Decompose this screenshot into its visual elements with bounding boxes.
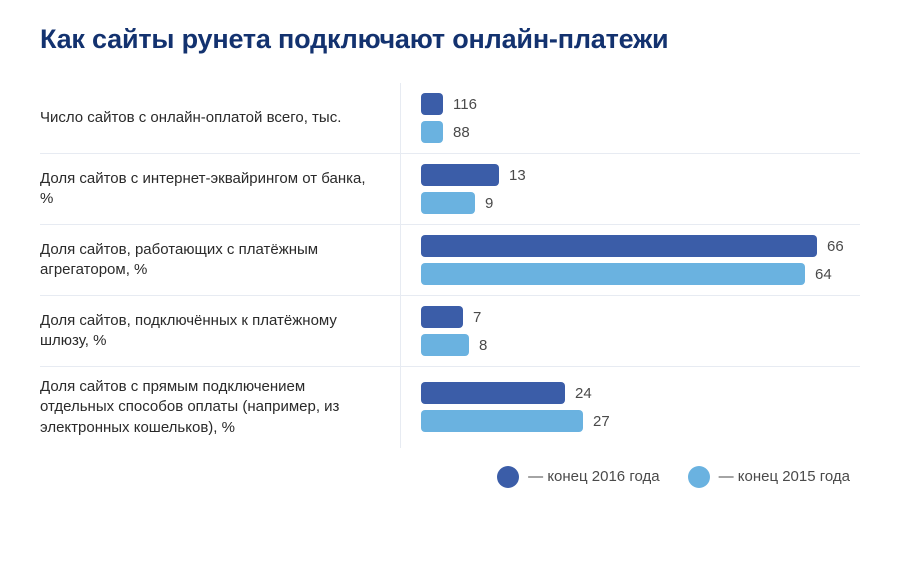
bar-line: 13 [421,164,860,186]
row-label: Доля сайтов с интернет-эквайрингом от ба… [40,154,400,224]
row-label: Доля сайтов с прямым подключением отдель… [40,367,400,448]
bar [421,306,463,328]
bar-value: 66 [827,238,844,255]
bar [421,263,805,285]
row-bars: 78 [400,296,860,366]
bar-line: 66 [421,235,860,257]
bar [421,93,443,115]
bar-value: 8 [479,337,487,354]
bar-value: 24 [575,385,592,402]
row-bars: 2427 [400,367,860,448]
legend-item-2015: — конец 2015 года [688,466,850,488]
bar-line: 7 [421,306,860,328]
bar-value: 64 [815,266,832,283]
row-bars: 66 64 [400,225,860,295]
bar [421,382,565,404]
chart-row: Доля сайтов с интернет-эквайрингом от ба… [40,154,860,225]
legend-label-2015: — конец 2015 года [719,468,850,485]
bar-value: 88 [453,124,470,141]
bar-line: 116 [421,93,860,115]
legend: — конец 2016 года — конец 2015 года [40,466,860,488]
bar-line: 88 [421,121,860,143]
row-label: Доля сайтов, работающих с платёжным агре… [40,225,400,295]
chart-row: Доля сайтов, работающих с платёжным агре… [40,225,860,296]
bar-value: 116 [453,96,477,113]
chart-row: Число сайтов с онлайн-оплатой всего, тыс… [40,83,860,154]
bar-line: 27 [421,410,860,432]
chart-row: Доля сайтов с прямым подключением отдель… [40,367,860,448]
bar [421,334,469,356]
bar-value: 7 [473,309,481,326]
bar-line: 24 [421,382,860,404]
row-bars: 13 9 [400,154,860,224]
row-label: Доля сайтов, подключённых к платёжному ш… [40,296,400,366]
legend-swatch-2016 [497,466,519,488]
legend-item-2016: — конец 2016 года [497,466,659,488]
bar-line: 8 [421,334,860,356]
bar-chart: Число сайтов с онлайн-оплатой всего, тыс… [40,83,860,448]
bar [421,121,443,143]
bar-value: 13 [509,167,526,184]
bar [421,192,475,214]
row-bars: 116 88 [400,83,860,153]
bar [421,235,817,257]
legend-label-2016: — конец 2016 года [528,468,659,485]
legend-swatch-2015 [688,466,710,488]
chart-row: Доля сайтов, подключённых к платёжному ш… [40,296,860,367]
chart-title: Как сайты рунета подключают онлайн-плате… [40,24,860,55]
bar-line: 64 [421,263,860,285]
bar-value: 9 [485,195,493,212]
row-label: Число сайтов с онлайн-оплатой всего, тыс… [40,83,400,153]
bar-value: 27 [593,413,610,430]
bar [421,410,583,432]
bar-line: 9 [421,192,860,214]
bar [421,164,499,186]
